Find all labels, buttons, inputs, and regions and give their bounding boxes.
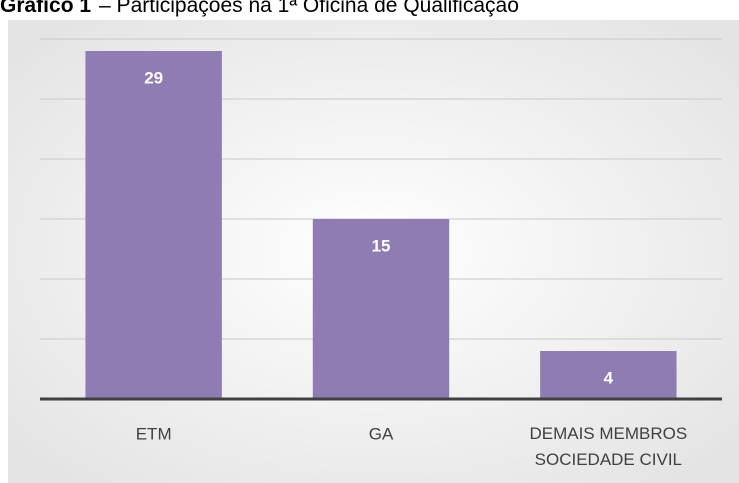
data-label: 29 bbox=[144, 68, 163, 87]
bar bbox=[85, 51, 222, 399]
title-label: Gráfico 1 bbox=[0, 0, 91, 17]
data-label: 4 bbox=[604, 368, 614, 387]
chart-title: Gráfico 1 – Participações na 1ª Oficina d… bbox=[0, 0, 519, 17]
data-label: 15 bbox=[372, 236, 391, 255]
x-tick-label: ETM bbox=[136, 424, 172, 443]
x-tick-label: GA bbox=[369, 424, 394, 443]
title-text: – Participações na 1ª Oficina de Qualifi… bbox=[99, 0, 519, 17]
x-tick-label: DEMAIS MEMBROS SOCIEDADE CIVIL bbox=[529, 424, 687, 469]
bar bbox=[312, 219, 450, 399]
bar bbox=[540, 351, 677, 399]
